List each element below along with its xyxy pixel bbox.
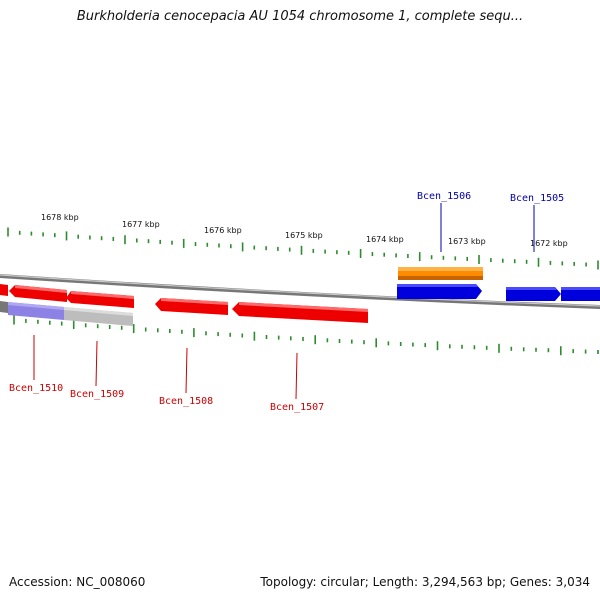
- scale-label-1674: 1674 kbp: [366, 235, 404, 244]
- accession-text: Accession: NC_008060: [9, 575, 146, 589]
- gene-bcen-1505[interactable]: [506, 287, 561, 301]
- map-title: Burkholderia cenocepacia AU 1054 chromos…: [76, 9, 524, 24]
- leader-line-bcen-1509: [95, 340, 98, 387]
- topology-summary: Topology: circular; Length: 3,294,563 bp…: [260, 575, 590, 589]
- leader-line-bcen-1507: [295, 352, 298, 400]
- gene-bcen-1509-highlight[interactable]: [64, 307, 133, 326]
- gene-bcen-1507[interactable]: [232, 302, 368, 323]
- chromosome-backbone-highlight: [0, 274, 600, 307]
- scale-label-1672: 1672 kbp: [530, 239, 568, 248]
- gene-label-bcen-1508[interactable]: Bcen_1508: [159, 396, 213, 407]
- gene-label-bcen-1505[interactable]: Bcen_1505: [510, 193, 564, 204]
- gene-label-bcen-1510[interactable]: Bcen_1510: [9, 383, 63, 394]
- gene-label-bcen-1507[interactable]: Bcen_1507: [270, 402, 324, 413]
- gene-bcen-1511[interactable]: [0, 284, 8, 296]
- gene-bcen-1508[interactable]: [155, 298, 228, 315]
- leader-line-bcen-1508: [185, 347, 188, 394]
- scale-label-1676: 1676 kbp: [204, 226, 242, 235]
- scale-ticks-outer: [7, 227, 599, 270]
- gene-bcen-1506[interactable]: [397, 284, 482, 299]
- scale-label-1675: 1675 kbp: [285, 231, 323, 240]
- gene-bcen-1506-rna[interactable]: [398, 267, 483, 280]
- gene-bcen-1509-upper[interactable]: [66, 291, 134, 308]
- gene-bcen-1504[interactable]: [561, 287, 600, 301]
- scale-ticks-inner: [13, 315, 599, 356]
- scale-label-1678: 1678 kbp: [41, 213, 79, 222]
- gene-label-bcen-1506[interactable]: Bcen_1506: [417, 191, 471, 202]
- gene-label-bcen-1509[interactable]: Bcen_1509: [70, 389, 124, 400]
- scale-label-1677: 1677 kbp: [122, 220, 160, 229]
- chromosome-backbone: [0, 274, 600, 309]
- gene-bcen-1510-upper[interactable]: [9, 285, 67, 302]
- gene-bcen-1510-highlight[interactable]: [0, 301, 64, 320]
- scale-label-1673: 1673 kbp: [448, 237, 486, 246]
